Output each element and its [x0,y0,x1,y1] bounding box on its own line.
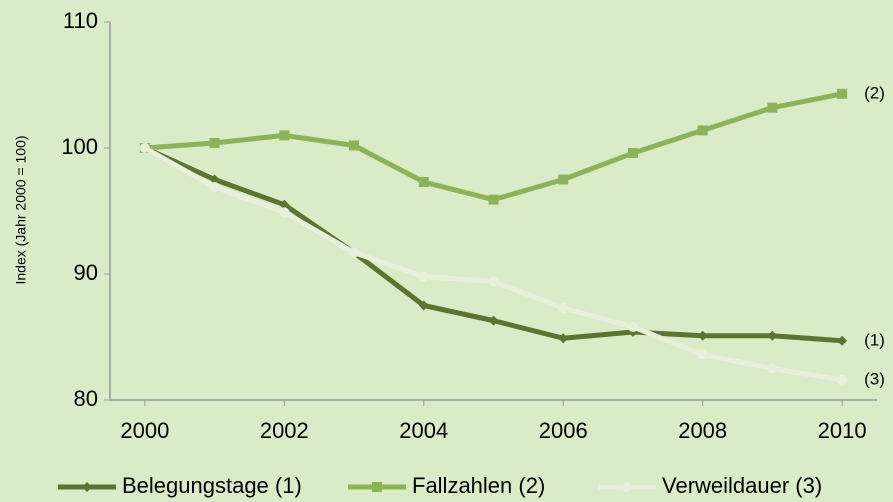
data-point [209,137,220,148]
data-point [372,482,382,492]
data-point [837,88,848,99]
data-point [279,207,290,218]
series-line [143,145,843,344]
y-tick-label: 80 [74,386,98,411]
data-point [627,148,638,159]
series-line [143,145,843,383]
data-point [418,300,429,311]
data-point [279,130,290,141]
y-axis-label: Index (Jahr 2000 = 100) [13,135,29,284]
legend-label: Verweildauer (3) [662,473,822,498]
data-point [488,194,499,205]
data-point [622,482,632,492]
x-tick-label: 2006 [539,418,588,443]
data-point [349,140,360,151]
data-point [767,102,778,113]
x-tick-label: 2004 [399,418,448,443]
data-point [697,125,708,136]
data-point [488,315,499,326]
legend-label: Fallzahlen (2) [412,473,545,498]
end-label: (3) [864,369,885,388]
data-point [139,143,150,153]
data-point [558,174,569,185]
data-point [488,276,499,287]
data-point [558,333,569,344]
data-point [837,335,848,346]
data-point [837,374,848,385]
data-point [558,303,569,314]
y-tick-label: 110 [63,8,98,33]
data-point [697,330,708,341]
legend-label: Belegungstage (1) [122,473,302,498]
data-point [767,330,778,341]
y-tick-label: 100 [61,134,98,159]
data-point [82,482,92,492]
data-point [209,182,220,193]
data-point [697,349,708,360]
data-point [767,363,778,374]
end-label: (2) [864,83,885,102]
x-tick-label: 2010 [818,418,867,443]
end-label: (1) [864,330,885,349]
data-point [279,199,290,210]
x-tick-label: 2000 [120,418,169,443]
y-tick-label: 90 [74,260,98,285]
data-point [418,271,429,282]
series-line [144,91,843,203]
data-point [418,177,429,188]
data-point [209,174,220,185]
data-point [349,247,360,258]
data-point [627,321,638,332]
x-tick-label: 2002 [260,418,309,443]
x-tick-label: 2008 [678,418,727,443]
